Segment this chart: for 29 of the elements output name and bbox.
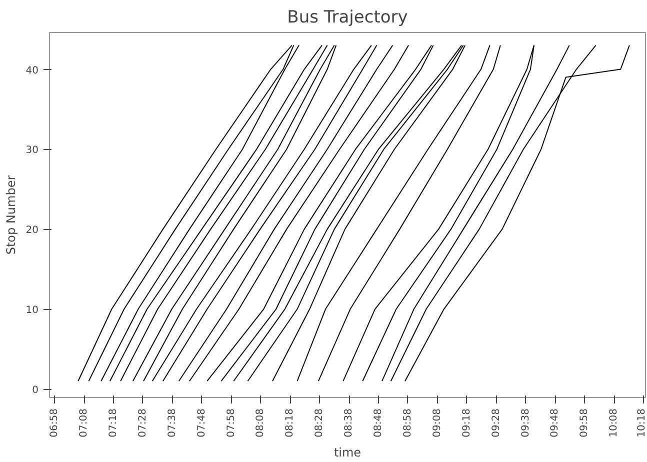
x-tick-label: 08:28 xyxy=(314,408,326,438)
x-tick-label: 08:58 xyxy=(402,408,414,438)
y-tick-label: 30 xyxy=(26,145,39,156)
x-tick-label: 10:18 xyxy=(636,408,647,438)
y-tick-label: 0 xyxy=(32,385,39,396)
x-tick-label: 09:58 xyxy=(579,408,590,438)
x-tick-label: 09:28 xyxy=(490,408,502,438)
x-tick-label: 07:48 xyxy=(196,408,208,438)
x-axis-title: time xyxy=(334,445,362,460)
x-tick-label: 09:18 xyxy=(461,408,472,438)
x-tick-label: 09:38 xyxy=(520,408,532,438)
x-tick-label: 07:18 xyxy=(108,408,119,438)
chart-title: Bus Trajectory xyxy=(287,8,408,28)
x-tick-label: 10:08 xyxy=(608,408,620,438)
x-tick-label: 09:08 xyxy=(432,408,443,438)
x-tick-label: 07:28 xyxy=(137,408,148,438)
x-tick-label: 08:08 xyxy=(255,408,266,438)
y-tick-label: 20 xyxy=(26,225,39,236)
x-tick-label: 06:58 xyxy=(49,408,60,438)
x-tick-label: 09:48 xyxy=(550,408,561,438)
x-tick-label: 07:38 xyxy=(166,408,178,438)
x-tick-label: 08:48 xyxy=(373,408,384,438)
x-tick-label: 08:18 xyxy=(284,408,296,438)
x-tick-label: 07:08 xyxy=(78,408,90,438)
y-tick-label: 10 xyxy=(26,305,39,316)
y-tick-label: 40 xyxy=(26,65,39,76)
x-tick-label: 07:58 xyxy=(226,408,237,438)
x-tick-label: 08:38 xyxy=(344,408,355,438)
y-axis-title: Stop Number xyxy=(4,175,18,255)
